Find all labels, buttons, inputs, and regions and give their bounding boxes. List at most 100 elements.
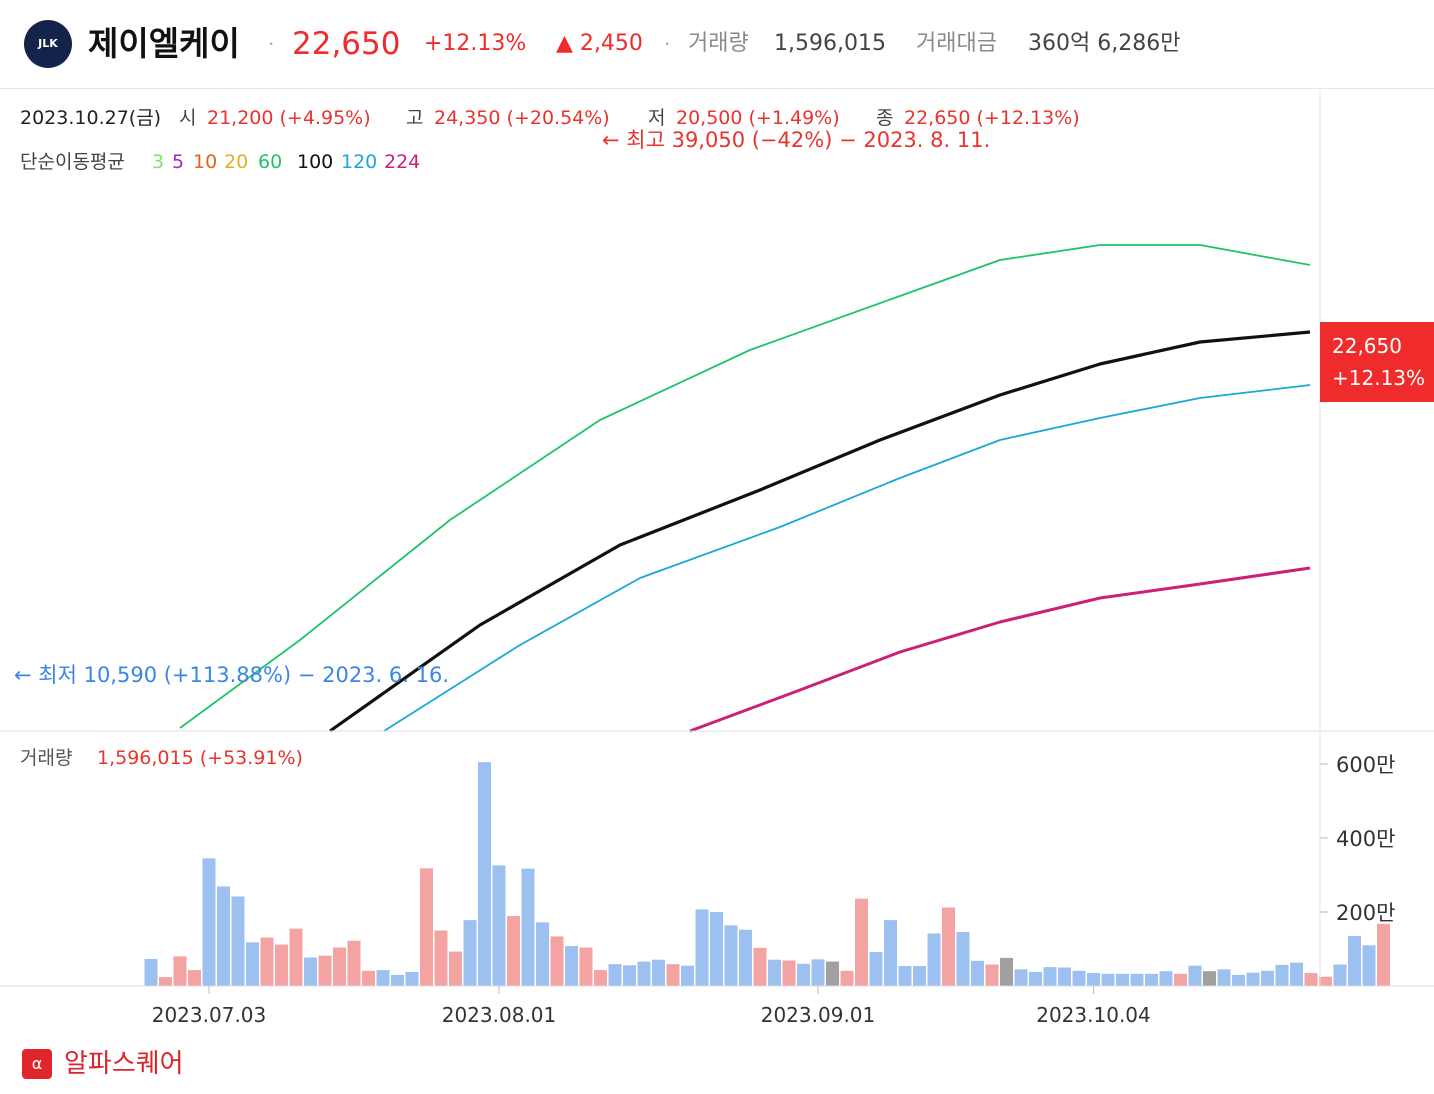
volume-bar bbox=[623, 965, 636, 986]
volume-bar bbox=[1029, 971, 1042, 986]
volume-bar bbox=[826, 961, 839, 986]
ma-legend-item-100[interactable]: 100 bbox=[297, 151, 333, 173]
moving-average-100 bbox=[329, 330, 1311, 733]
change-percent: +12.13% bbox=[424, 31, 527, 56]
stock-name: 제이엘케이 bbox=[88, 24, 240, 63]
volume-tick-label: 600만 bbox=[1336, 753, 1395, 777]
volume-bar bbox=[811, 959, 825, 986]
volume-bar bbox=[753, 947, 767, 986]
ma-legend-item-10[interactable]: 10 bbox=[193, 151, 217, 173]
price-tag-background bbox=[1320, 322, 1434, 402]
volume-bar bbox=[449, 951, 462, 986]
volume-bar bbox=[869, 951, 883, 986]
volume-bar bbox=[985, 964, 999, 986]
volume-bar bbox=[521, 868, 535, 986]
volume-bar bbox=[478, 762, 491, 986]
ohlc-low-label: 저 bbox=[648, 107, 665, 129]
volume-bar bbox=[347, 940, 361, 986]
volume-bar bbox=[1246, 972, 1260, 986]
header-separator: · bbox=[268, 32, 275, 56]
volume-bar bbox=[1145, 973, 1158, 986]
alphasquare-logo-icon: α bbox=[22, 1049, 52, 1079]
volume-bar bbox=[768, 959, 781, 986]
volume-bar bbox=[391, 974, 404, 986]
ohlc-open-value: 21,200 (+4.95%) bbox=[207, 107, 371, 129]
volume-bar bbox=[420, 868, 433, 986]
volume-bar bbox=[231, 896, 245, 986]
volume-bar bbox=[536, 922, 549, 986]
volume-bar bbox=[507, 916, 520, 986]
volume-bar bbox=[695, 909, 709, 986]
volume-bar bbox=[840, 970, 854, 986]
volume-bar bbox=[434, 930, 448, 986]
volume-label: 거래량 bbox=[688, 31, 749, 56]
volume-bar bbox=[1217, 969, 1231, 986]
ma-legend-item-3[interactable]: 3 bbox=[152, 151, 164, 173]
volume-bar bbox=[1159, 971, 1173, 986]
volume-bar bbox=[376, 970, 390, 986]
ohlc-high-value: 24,350 (+20.54%) bbox=[434, 107, 610, 129]
ohlc-close-label: 종 bbox=[876, 107, 893, 129]
amount-label: 거래대금 bbox=[916, 31, 997, 56]
volume-bar bbox=[637, 961, 651, 986]
moving-average-60 bbox=[179, 244, 1311, 729]
brand-name: 알파스퀘어 bbox=[64, 1049, 184, 1079]
volume-bar bbox=[289, 928, 303, 986]
ma-legend-item-224[interactable]: 224 bbox=[384, 151, 420, 173]
company-logo: JLK bbox=[24, 20, 72, 68]
volume-bar bbox=[550, 936, 564, 986]
volume-bar bbox=[1043, 967, 1057, 986]
volume-bar bbox=[579, 947, 593, 986]
volume-bar bbox=[927, 933, 941, 986]
volume-bar bbox=[1261, 970, 1274, 986]
volume-bar bbox=[1058, 967, 1071, 986]
volume-bar bbox=[318, 955, 332, 986]
volume-bar bbox=[159, 977, 172, 986]
volume-bar bbox=[855, 898, 868, 986]
ma-legend-item-60[interactable]: 60 bbox=[258, 151, 282, 173]
volume-bar bbox=[463, 920, 477, 986]
volume-bar bbox=[1188, 965, 1202, 986]
amount-value: 360억 6,286만 bbox=[1028, 31, 1181, 56]
volume-bar bbox=[956, 931, 970, 986]
volume-bar bbox=[304, 957, 317, 986]
volume-bar bbox=[724, 925, 738, 986]
ma-legend-item-120[interactable]: 120 bbox=[341, 151, 377, 173]
volume-bar bbox=[1072, 970, 1086, 986]
volume-bar bbox=[1304, 973, 1318, 986]
ohlc-open-label: 시 bbox=[179, 107, 196, 129]
price-tag-price: 22,650 bbox=[1332, 334, 1402, 358]
volume-bar bbox=[1319, 976, 1332, 986]
volume-tick-label: 200만 bbox=[1336, 901, 1395, 925]
volume-value: 1,596,015 bbox=[774, 31, 886, 56]
volume-bar bbox=[492, 865, 506, 986]
volume-bar bbox=[405, 971, 419, 986]
volume-bar bbox=[1290, 962, 1303, 986]
ohlc-date: 2023.10.27(금) bbox=[20, 107, 161, 129]
stock-header: JLK 제이엘케이 · 22,650 +12.13% ▲ 2,450 · 거래량… bbox=[0, 0, 1434, 88]
volume-bar bbox=[782, 960, 796, 986]
volume-bar bbox=[739, 929, 752, 986]
volume-bar bbox=[188, 970, 201, 986]
volume-bar bbox=[1348, 936, 1361, 986]
volume-bar bbox=[1203, 971, 1216, 986]
volume-bar bbox=[1174, 973, 1187, 986]
volume-panel-label: 거래량 bbox=[20, 747, 72, 769]
date-tick-label: 2023.08.01 bbox=[442, 1003, 557, 1027]
volume-bar bbox=[652, 959, 665, 986]
low-annotation: ← 최저 10,590 (+113.88%) − 2023. 6. 16. bbox=[14, 663, 449, 687]
volume-bar bbox=[217, 886, 230, 986]
volume-panel-value: 1,596,015 (+53.91%) bbox=[97, 747, 303, 769]
volume-bar bbox=[1130, 973, 1144, 986]
header-separator: · bbox=[664, 32, 671, 56]
date-tick-label: 2023.09.01 bbox=[761, 1003, 876, 1027]
volume-bar bbox=[1362, 945, 1376, 986]
high-annotation: ← 최고 39,050 (−42%) − 2023. 8. 11. bbox=[602, 128, 990, 152]
date-tick-label: 2023.10.04 bbox=[1036, 1003, 1151, 1027]
volume-bar bbox=[246, 942, 259, 986]
ma-legend-item-20[interactable]: 20 bbox=[224, 151, 248, 173]
volume-bar bbox=[1014, 969, 1028, 986]
ma-legend-item-5[interactable]: 5 bbox=[172, 151, 184, 173]
volume-bar bbox=[884, 920, 897, 986]
